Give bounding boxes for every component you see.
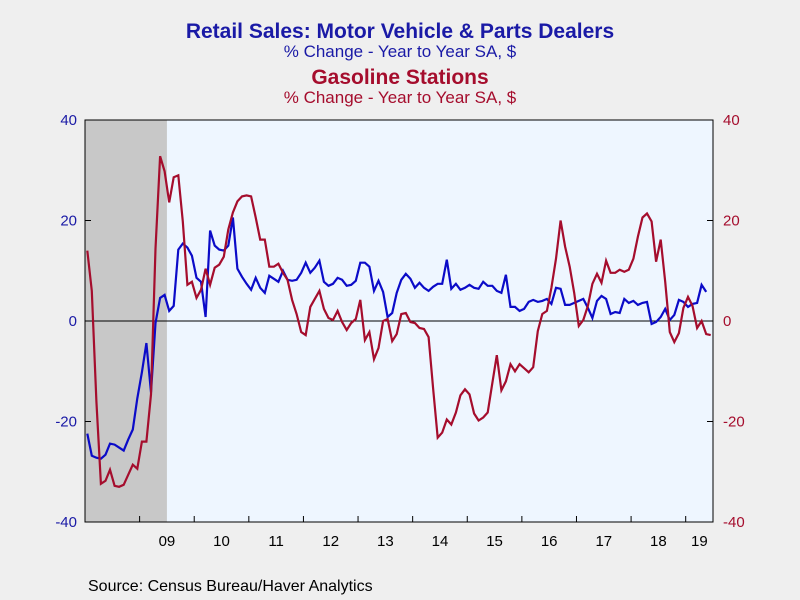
left-tick-label: 0 xyxy=(69,313,77,330)
right-tick-label: 0 xyxy=(723,313,731,330)
source-note: Source: Census Bureau/Haver Analytics xyxy=(88,578,373,595)
left-axis-labels: 40 20 0 -20 -40 xyxy=(55,112,77,531)
left-tick-label: 20 xyxy=(60,213,77,230)
x-tick-label: 10 xyxy=(213,533,230,550)
right-tick-label: -40 xyxy=(723,514,745,531)
series2-subtitle: % Change - Year to Year SA, $ xyxy=(283,88,517,107)
right-tick-label: 20 xyxy=(723,213,740,230)
x-tick-label: 13 xyxy=(377,533,394,550)
x-tick-label: 17 xyxy=(595,533,612,550)
x-tick-label: 15 xyxy=(486,533,503,550)
left-tick-label: 40 xyxy=(60,112,77,129)
series-line-motor-vehicle xyxy=(86,217,708,460)
x-axis-labels: 09 10 11 12 13 14 15 16 17 18 19 xyxy=(159,533,708,550)
series-line-gasoline xyxy=(86,155,711,488)
series2-title: Gasoline Stations xyxy=(311,66,489,89)
series1-subtitle: % Change - Year to Year SA, $ xyxy=(283,42,517,61)
left-tick-label: -40 xyxy=(55,514,77,531)
x-axis-ticks xyxy=(139,516,687,522)
x-tick-label: 09 xyxy=(159,533,176,550)
x-tick-label: 11 xyxy=(268,533,284,550)
x-tick-label: 18 xyxy=(650,533,667,550)
x-tick-label: 12 xyxy=(322,533,339,550)
plot-border xyxy=(84,119,714,523)
left-tick-label: -20 xyxy=(55,414,77,431)
right-tick-label: -20 xyxy=(723,414,745,431)
right-tick-label: 40 xyxy=(723,112,740,129)
right-axis-labels: 40 20 0 -20 -40 xyxy=(723,112,745,531)
x-tick-label: 14 xyxy=(432,533,449,550)
x-tick-label: 19 xyxy=(691,533,708,550)
x-tick-label: 16 xyxy=(541,533,558,550)
series1-title: Retail Sales: Motor Vehicle & Parts Deal… xyxy=(185,20,615,43)
